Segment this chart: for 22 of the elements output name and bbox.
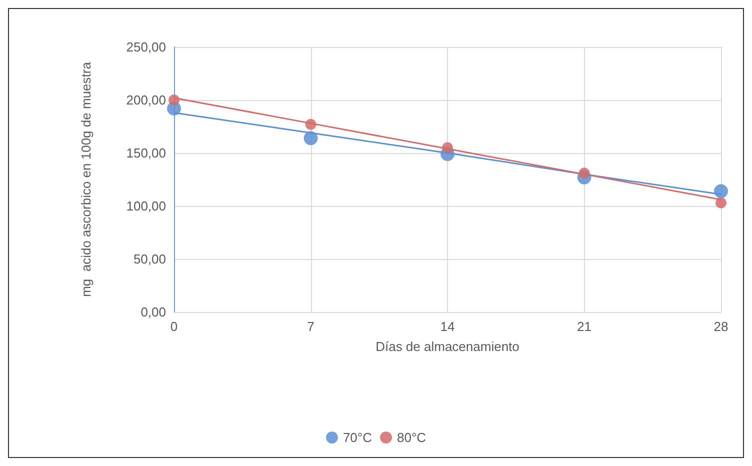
y-tick-label: 100,00 (126, 198, 166, 214)
point (578, 168, 590, 179)
point (716, 197, 726, 208)
point (714, 184, 728, 198)
y-tick-label: 0,00 (140, 304, 166, 320)
point (305, 118, 316, 130)
x-tick-label: 0 (170, 319, 178, 334)
y-tick-label: 200,00 (126, 92, 166, 108)
legend-label: 70°C (342, 430, 372, 445)
point (168, 94, 180, 106)
x-tick-label: 28 (714, 319, 728, 334)
y-tick-label: 150,00 (126, 146, 166, 160)
point (442, 142, 453, 154)
legend-label: 80°C (397, 430, 426, 445)
y-tick-label: 50,00 (133, 252, 166, 266)
x-tick-label: 14 (440, 319, 455, 334)
y-axis-title: mg acido ascorbico en 100g de muestra (78, 61, 94, 297)
x-axis-title: Días de almacenamiento (376, 339, 520, 354)
y-tick-label: 250,00 (126, 40, 166, 54)
point (304, 131, 318, 146)
x-tick-label: 21 (577, 319, 592, 334)
x-tick-label: 7 (307, 319, 314, 334)
